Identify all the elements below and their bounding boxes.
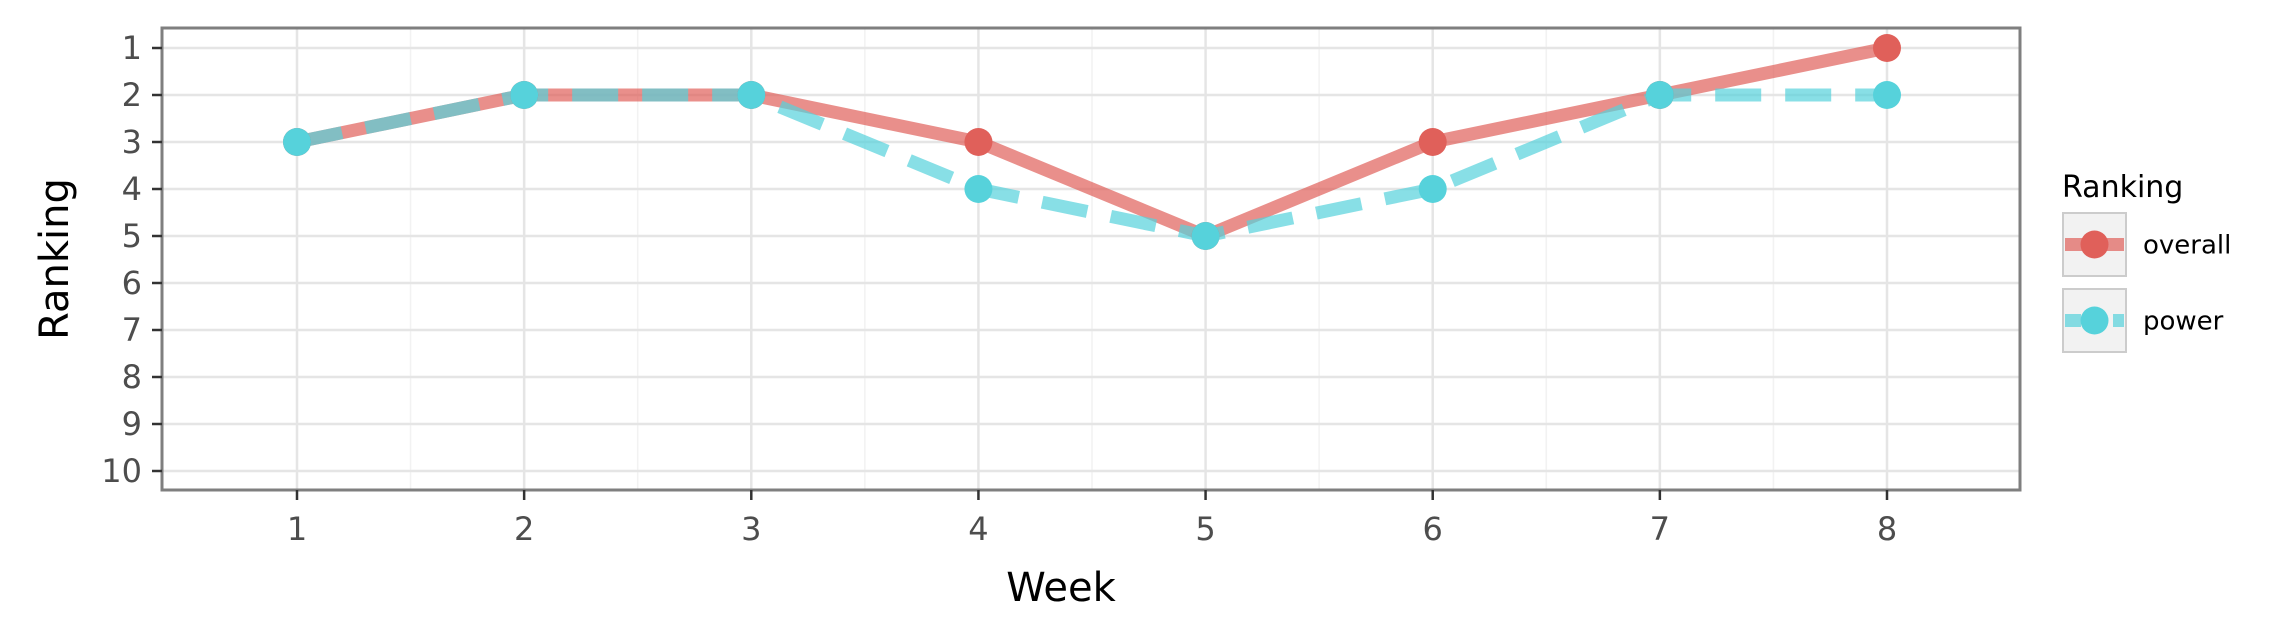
legend: Ranking overall power	[2062, 170, 2231, 353]
data-point-overall	[1418, 128, 1447, 156]
x-tick-label: 5	[1195, 510, 1215, 548]
y-tick-label: 8	[122, 358, 142, 396]
x-tick-label: 7	[1650, 510, 1670, 548]
legend-title: Ranking	[2062, 170, 2183, 205]
series-line-power	[295, 88, 1887, 243]
y-tick-label: 10	[101, 452, 142, 490]
legend-key-point-power	[2080, 306, 2109, 335]
y-tick-label: 4	[122, 170, 142, 208]
y-tick-label: 3	[122, 123, 142, 161]
data-point-power	[737, 81, 766, 109]
y-tick-label: 2	[122, 76, 142, 114]
data-point-power	[1645, 81, 1674, 109]
y-axis-ticks: 1 2 3 4 5 6 7 8 9 10	[101, 29, 162, 490]
data-point-overall	[1873, 34, 1901, 62]
y-tick-label: 7	[122, 311, 142, 349]
y-tick-label: 1	[122, 29, 142, 67]
legend-label-power: power	[2143, 307, 2224, 337]
data-point-power	[1873, 81, 1901, 109]
legend-items: overall power	[2062, 212, 2231, 353]
y-tick-label: 9	[122, 405, 142, 443]
x-tick-label: 2	[514, 510, 534, 548]
x-axis-title: Week	[1006, 565, 1116, 611]
data-point-power	[1418, 175, 1447, 203]
data-point-power	[1191, 222, 1220, 250]
y-axis-title: Ranking	[32, 178, 78, 340]
y-tick-label: 6	[122, 264, 142, 302]
x-tick-label: 1	[287, 510, 307, 548]
x-tick-label: 6	[1423, 510, 1443, 548]
x-tick-label: 3	[741, 510, 761, 548]
x-axis-ticks: 1 2 3 4 5 6 7 8	[287, 490, 1897, 548]
series-layer	[283, 34, 1901, 250]
x-tick-label: 4	[968, 510, 988, 548]
data-point-power	[283, 128, 311, 156]
y-tick-label: 5	[122, 217, 142, 255]
legend-key-point-overall	[2080, 230, 2109, 259]
panel-border	[160, 26, 2022, 492]
series-line-overall	[295, 41, 1889, 243]
legend-label-overall: overall	[2143, 231, 2231, 261]
data-point-power	[510, 81, 539, 109]
data-point-power	[964, 175, 993, 203]
data-point-overall	[964, 128, 993, 156]
x-tick-label: 8	[1877, 510, 1897, 548]
